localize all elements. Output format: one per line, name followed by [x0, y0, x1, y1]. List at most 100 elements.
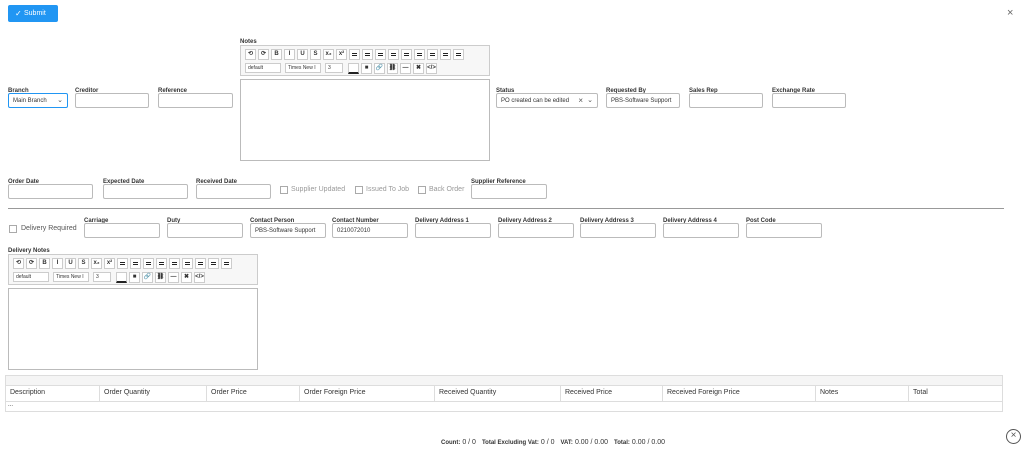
toolbar-icon[interactable]	[427, 49, 438, 60]
select-font[interactable]: Times New I	[285, 63, 321, 73]
text-input[interactable]: 0210072010	[332, 223, 408, 238]
toolbar-icon[interactable]	[362, 49, 373, 60]
toolbar-icon[interactable]: ✖	[413, 63, 424, 74]
checkbox[interactable]	[9, 225, 17, 233]
select-size[interactable]: 3	[325, 63, 343, 73]
column-divider	[206, 385, 207, 401]
toolbar-icon[interactable]	[116, 272, 127, 283]
toolbar-icon[interactable]	[169, 258, 180, 269]
text-input[interactable]	[772, 93, 846, 108]
toolbar-button[interactable]: x²	[104, 258, 115, 269]
toolbar-button[interactable]: x₂	[91, 258, 102, 269]
column-header[interactable]: Description	[10, 389, 46, 396]
toolbar-icon[interactable]: —	[168, 272, 179, 283]
toolbar-icon[interactable]	[348, 63, 359, 74]
icon-lines	[198, 262, 203, 265]
check-icon: ✓	[15, 9, 22, 18]
toolbar-icon[interactable]: </>	[194, 272, 205, 283]
toolbar-icon[interactable]: ⛓	[155, 272, 166, 283]
text-input[interactable]	[663, 223, 739, 238]
text-input[interactable]: PO created can be edited ⌄ ×	[496, 93, 598, 108]
toolbar-icon[interactable]	[401, 49, 412, 60]
toolbar-icon[interactable]: </>	[426, 63, 437, 74]
select-size[interactable]: 3	[93, 272, 111, 282]
toolbar-button[interactable]: U	[297, 49, 308, 60]
select-format[interactable]: default	[245, 63, 281, 73]
text-input[interactable]	[196, 184, 271, 199]
text-input[interactable]	[746, 223, 822, 238]
column-header[interactable]: Order Price	[211, 389, 247, 396]
toolbar-button[interactable]: B	[39, 258, 50, 269]
toolbar-button[interactable]: S	[78, 258, 89, 269]
text-input[interactable]	[84, 223, 160, 238]
select-format[interactable]: default	[13, 272, 49, 282]
icon-lines	[146, 262, 151, 265]
toolbar-icon[interactable]	[453, 49, 464, 60]
text-input[interactable]	[158, 93, 233, 108]
toolbar-icon[interactable]	[388, 49, 399, 60]
toolbar-button[interactable]: x²	[336, 49, 347, 60]
toolbar-icon[interactable]: ✖	[181, 272, 192, 283]
toolbar-icon[interactable]	[195, 258, 206, 269]
toolbar-icon[interactable]	[208, 258, 219, 269]
toolbar-icon[interactable]	[143, 258, 154, 269]
toolbar-button[interactable]: x₂	[323, 49, 334, 60]
toolbar-button[interactable]: I	[284, 49, 295, 60]
toolbar-button[interactable]: I	[52, 258, 63, 269]
toolbar-icon[interactable]: ■	[361, 63, 372, 74]
toolbar-icon[interactable]: —	[400, 63, 411, 74]
checkbox[interactable]	[280, 186, 288, 194]
toolbar-icon[interactable]	[182, 258, 193, 269]
text-input[interactable]: PBS-Software Support	[250, 223, 326, 238]
checkbox[interactable]	[418, 186, 426, 194]
toolbar-icon[interactable]	[117, 258, 128, 269]
editor-area[interactable]	[8, 288, 258, 370]
toolbar-icon[interactable]: ⛓	[387, 63, 398, 74]
column-header[interactable]: Received Quantity	[439, 389, 497, 396]
field-label: Creditor	[75, 88, 99, 94]
toolbar-icon[interactable]	[221, 258, 232, 269]
text-input[interactable]	[689, 93, 763, 108]
toolbar-icon[interactable]	[440, 49, 451, 60]
toolbar-icon[interactable]	[130, 258, 141, 269]
field-label: Post Code	[746, 218, 776, 224]
toolbar-button[interactable]: U	[65, 258, 76, 269]
column-header[interactable]: Received Price	[565, 389, 613, 396]
toolbar-icon[interactable]: 🔗	[142, 272, 153, 283]
field-label: Sales Rep	[689, 88, 718, 94]
toolbar-icon[interactable]	[375, 49, 386, 60]
column-divider	[99, 385, 100, 401]
column-header[interactable]: Order Foreign Price	[304, 389, 366, 396]
text-input[interactable]: Main Branch ⌄	[8, 93, 68, 108]
toolbar-icon[interactable]: ■	[129, 272, 140, 283]
toolbar-icon[interactable]	[156, 258, 167, 269]
text-input[interactable]	[498, 223, 574, 238]
text-input[interactable]	[415, 223, 491, 238]
submit-button[interactable]: ✓ Submit	[8, 5, 58, 22]
text-input[interactable]	[167, 223, 243, 238]
toolbar-button[interactable]: S	[310, 49, 321, 60]
column-header[interactable]: Notes	[820, 389, 839, 396]
select-font[interactable]: Times New I	[53, 272, 89, 282]
toolbar-icon[interactable]	[349, 49, 360, 60]
text-input[interactable]	[75, 93, 149, 108]
text-input[interactable]	[580, 223, 656, 238]
text-input[interactable]	[8, 184, 93, 199]
column-header[interactable]: Received Foreign Price	[667, 389, 740, 396]
toolbar-button[interactable]: B	[271, 49, 282, 60]
text-input[interactable]	[471, 184, 547, 199]
checkbox[interactable]	[355, 186, 363, 194]
checkbox-label: Delivery Required	[21, 225, 77, 232]
toolbar-icon[interactable]	[414, 49, 425, 60]
toolbar-icon[interactable]: 🔗	[374, 63, 385, 74]
fab-close[interactable]: ×	[1006, 429, 1021, 444]
text-input[interactable]	[103, 184, 188, 199]
toolbar-icon: ⟲	[245, 49, 256, 60]
editor-area[interactable]	[240, 79, 490, 161]
field-label: Contact Person	[250, 218, 295, 224]
text-input[interactable]: PBS-Software Support	[606, 93, 680, 108]
column-header[interactable]: Order Quantity	[104, 389, 150, 396]
column-header[interactable]: Total	[913, 389, 928, 396]
close-icon[interactable]: ×	[1007, 7, 1014, 19]
field-label: Duty	[167, 218, 181, 224]
